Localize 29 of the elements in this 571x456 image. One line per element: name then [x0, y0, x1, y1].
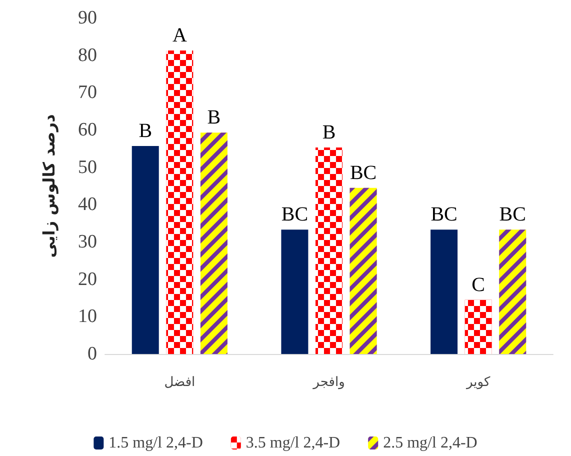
data-label: BC [430, 204, 458, 226]
data-label: C [472, 274, 486, 296]
y-axis-title: درصد کالوس زایی [40, 114, 58, 258]
y-tick-label: 60 [78, 120, 97, 140]
y-tick-label: 50 [78, 156, 97, 178]
y-tick-label: 40 [78, 194, 97, 216]
y-tick-label: 0 [88, 344, 97, 364]
y-tick-label: 30 [78, 232, 97, 252]
legend-label: 2.5 mg/l 2,4-D [383, 434, 478, 452]
bar [281, 230, 308, 354]
data-label: A [172, 24, 188, 46]
data-label: BC [350, 162, 377, 184]
data-label: BC [499, 204, 526, 226]
data-label: B [207, 106, 221, 129]
x-tick-label: کویر [465, 375, 491, 390]
bar [430, 230, 458, 354]
legend-label: 3.5 mg/l 2,4-D [246, 434, 340, 452]
data-label: B [138, 120, 152, 142]
y-tick-label: 10 [78, 306, 97, 328]
y-tick-label: 20 [78, 268, 97, 290]
data-label: BC [281, 204, 308, 226]
y-tick-label: 80 [78, 44, 97, 66]
data-label: B [322, 122, 336, 144]
x-tick-label: افضل [164, 375, 196, 390]
legend-label: 1.5 mg/l 2,4-D [108, 434, 203, 452]
bar [132, 146, 159, 354]
x-tick-label: وافجر [312, 375, 345, 390]
y-tick-label: 90 [78, 8, 97, 28]
y-tick-label: 70 [78, 82, 97, 104]
